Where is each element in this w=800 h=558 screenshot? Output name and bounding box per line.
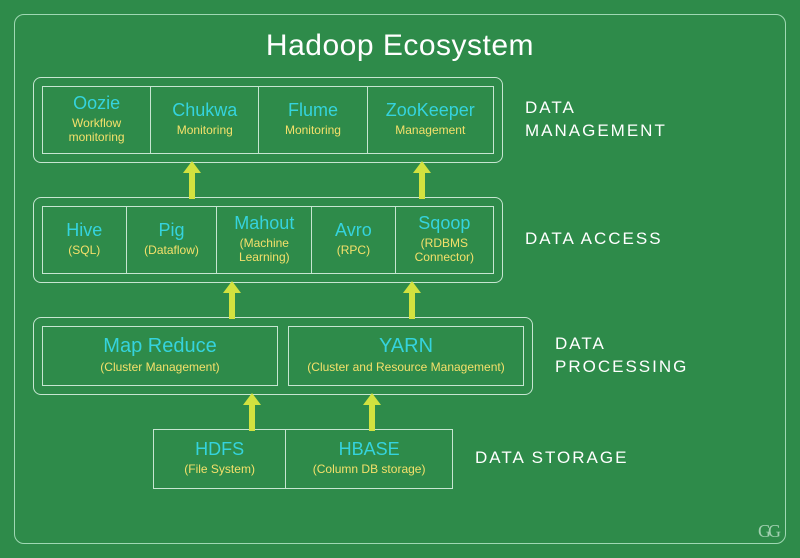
cell-name: Map Reduce: [103, 335, 216, 358]
cell-name: Avro: [335, 220, 372, 241]
cell-sub: (Dataflow): [144, 243, 199, 257]
layer-storage-row: HDFS (File System) HBASE (Column DB stor…: [33, 429, 767, 489]
cell-zookeeper: ZooKeeper Management: [368, 86, 494, 154]
cell-sub: (Column DB storage): [313, 462, 426, 476]
cell-sub: Workflow monitoring: [51, 116, 142, 145]
layer-label-processing: DATAPROCESSING: [555, 333, 688, 379]
cell-sub: (RDBMS Connector): [404, 236, 485, 265]
cell-oozie: Oozie Workflow monitoring: [42, 86, 151, 154]
arrow-up-icon: [243, 393, 261, 431]
cell-sub: (RPC): [337, 243, 370, 257]
diagram-frame: Hadoop Ecosystem Oozie Workflow monitori…: [14, 14, 786, 544]
cell-mahout: Mahout (Machine Learning): [217, 206, 312, 274]
layer-storage-box: HDFS (File System) HBASE (Column DB stor…: [153, 429, 453, 489]
cell-hdfs: HDFS (File System): [153, 429, 286, 489]
cell-sub: (SQL): [68, 243, 100, 257]
layer-management-box: Oozie Workflow monitoring Chukwa Monitor…: [33, 77, 503, 163]
cell-avro: Avro (RPC): [312, 206, 396, 274]
cell-mapreduce: Map Reduce (Cluster Management): [42, 326, 278, 386]
layer-management-row: Oozie Workflow monitoring Chukwa Monitor…: [33, 77, 767, 163]
cell-name: Mahout: [234, 213, 294, 234]
cell-name: YARN: [379, 335, 433, 358]
cell-name: Chukwa: [172, 100, 237, 121]
arrow-up-icon: [183, 161, 201, 199]
cell-sub: (File System): [184, 462, 255, 476]
cell-yarn: YARN (Cluster and Resource Management): [288, 326, 524, 386]
cell-name: Sqoop: [418, 213, 470, 234]
diagram-title: Hadoop Ecosystem: [33, 29, 767, 63]
cell-flume: Flume Monitoring: [259, 86, 367, 154]
arrow-up-icon: [223, 281, 241, 319]
cell-name: ZooKeeper: [386, 100, 475, 121]
cell-name: HDFS: [195, 439, 244, 460]
arrows-access-to-management: [33, 163, 767, 197]
layer-label-access: DATA ACCESS: [525, 228, 663, 251]
cell-name: Oozie: [73, 93, 120, 114]
arrows-storage-to-processing: [33, 395, 767, 429]
cell-pig: Pig (Dataflow): [127, 206, 218, 274]
arrow-up-icon: [413, 161, 431, 199]
cell-sub: (Cluster and Resource Management): [307, 360, 504, 374]
arrow-up-icon: [403, 281, 421, 319]
layer-label-storage: DATA STORAGE: [475, 447, 628, 470]
layer-access-box: Hive (SQL) Pig (Dataflow) Mahout (Machin…: [33, 197, 503, 283]
cell-name: Flume: [288, 100, 338, 121]
cell-sub: Monitoring: [285, 123, 341, 137]
cell-sub: Management: [395, 123, 465, 137]
watermark-logo: GG: [758, 521, 778, 542]
cell-name: Pig: [159, 220, 185, 241]
cell-name: Hive: [66, 220, 102, 241]
layer-access-row: Hive (SQL) Pig (Dataflow) Mahout (Machin…: [33, 197, 767, 283]
cell-chukwa: Chukwa Monitoring: [151, 86, 259, 154]
cell-sub: Monitoring: [177, 123, 233, 137]
layer-label-management: DATAMANAGEMENT: [525, 97, 667, 143]
cell-sub: (Machine Learning): [225, 236, 303, 265]
cell-name: HBASE: [339, 439, 400, 460]
arrow-up-icon: [363, 393, 381, 431]
arrows-processing-to-access: [33, 283, 767, 317]
cell-sqoop: Sqoop (RDBMS Connector): [396, 206, 494, 274]
cell-sub: (Cluster Management): [100, 360, 219, 374]
layer-processing-box: Map Reduce (Cluster Management) YARN (Cl…: [33, 317, 533, 395]
layer-processing-row: Map Reduce (Cluster Management) YARN (Cl…: [33, 317, 767, 395]
cell-hbase: HBASE (Column DB storage): [286, 429, 453, 489]
cell-hive: Hive (SQL): [42, 206, 127, 274]
